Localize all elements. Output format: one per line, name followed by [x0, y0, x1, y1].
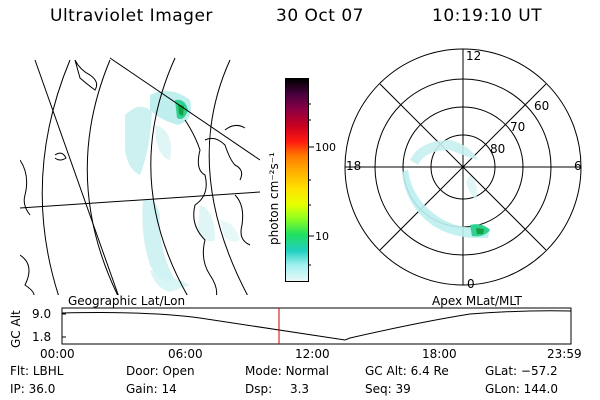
info-gain-label: Gain:	[126, 382, 158, 396]
mlt-label-6: 6	[574, 159, 582, 173]
mlt-label-0: 0	[467, 277, 475, 291]
mlat-label-80: 80	[490, 142, 505, 156]
info-glat-value: −57.2	[520, 364, 558, 378]
colorbar-unit-label: photon cm⁻²s⁻¹	[267, 152, 281, 245]
info-ip-value: 36.0	[28, 382, 56, 396]
gc-alt-curve	[61, 310, 572, 341]
gc-alt-ytick-1: 1.8	[32, 330, 51, 344]
info-door-value: Open	[162, 364, 195, 378]
info-ip-label: IP:	[10, 382, 25, 396]
colorbar	[285, 78, 309, 282]
polar-map-label: Apex MLat/MLT	[432, 294, 522, 308]
info-door-label: Door:	[126, 364, 159, 378]
gc-alt-ytick-9: 9.0	[32, 307, 51, 321]
info-gcalt-label: GC Alt:	[365, 364, 407, 378]
time-label: 10:19:10 UT	[432, 6, 543, 26]
info-gcalt: GC Alt: 6.4 Re	[365, 364, 449, 378]
colorbar-tick-10: 10	[315, 230, 329, 243]
gc-alt-ylabel: GC Alt	[9, 310, 23, 348]
info-mode-label: Mode:	[245, 364, 282, 378]
geographic-map-label: Geographic Lat/Lon	[68, 294, 186, 308]
gc-alt-xtick-2359: 23:59	[547, 347, 582, 361]
gc-alt-xtick-1200: 12:00	[295, 347, 330, 361]
info-seq: Seq: 39	[365, 382, 411, 396]
mlat-label-60: 60	[534, 99, 549, 113]
info-glon-label: GLon:	[485, 382, 520, 396]
info-glat: GLat: −57.2	[485, 364, 558, 378]
info-dsp: Dsp: 3.3	[245, 382, 309, 396]
info-dsp-value: 3.3	[289, 382, 310, 396]
info-glon-value: 144.0	[523, 382, 558, 396]
info-gcalt-value: 6.4 Re	[410, 364, 449, 378]
date-label: 30 Oct 07	[276, 6, 364, 26]
mlt-label-12: 12	[466, 49, 481, 63]
info-flt-label: Flt:	[10, 364, 29, 378]
info-gain: Gain: 14	[126, 382, 177, 396]
gc-alt-xtick-0600: 06:00	[168, 347, 203, 361]
info-door: Door: Open	[126, 364, 195, 378]
info-ip: IP: 36.0	[10, 382, 55, 396]
info-gain-value: 14	[161, 382, 177, 396]
info-seq-label: Seq:	[365, 382, 392, 396]
aurora-emission-right	[402, 140, 490, 239]
info-dsp-label: Dsp:	[245, 382, 273, 396]
colorbar-tick-100: 100	[315, 141, 336, 154]
mlt-label-18: 18	[346, 159, 361, 173]
gc-alt-xtick-1800: 18:00	[422, 347, 457, 361]
info-seq-value: 39	[395, 382, 411, 396]
gc-alt-xtick-0000: 00:00	[40, 347, 75, 361]
instrument-title: Ultraviolet Imager	[50, 6, 213, 26]
info-glat-label: GLat:	[485, 364, 518, 378]
info-mode-value: Normal	[285, 364, 329, 378]
info-flt-value: LBHL	[32, 364, 64, 378]
info-flt: Flt: LBHL	[10, 364, 63, 378]
info-glon: GLon: 144.0	[485, 382, 558, 396]
info-mode: Mode: Normal	[245, 364, 329, 378]
mlat-label-70: 70	[510, 120, 525, 134]
